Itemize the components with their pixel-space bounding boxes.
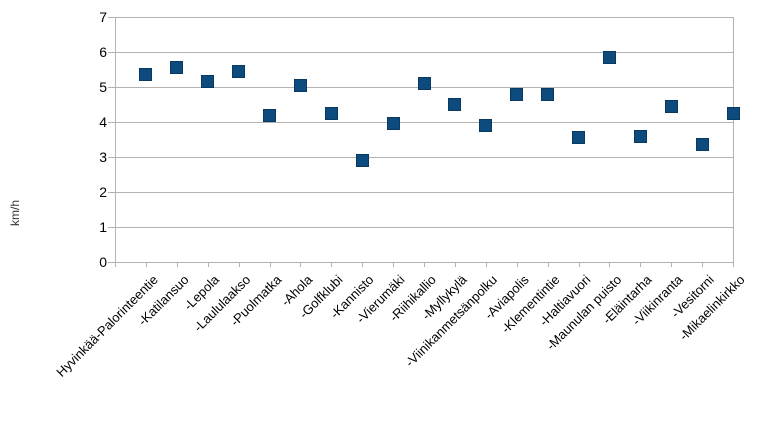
data-point[interactable]	[664, 99, 678, 113]
plot-right-border	[733, 17, 734, 262]
x-axis-tick	[176, 262, 178, 267]
data-point[interactable]	[170, 61, 184, 75]
x-axis-tick	[640, 262, 642, 267]
y-axis-title: km/h	[8, 199, 22, 227]
data-point[interactable]	[263, 108, 276, 122]
x-axis-tick	[115, 262, 116, 267]
data-point[interactable]	[572, 131, 585, 145]
data-point[interactable]	[633, 129, 647, 143]
x-axis-tick	[578, 262, 580, 267]
x-axis-tick	[671, 262, 673, 267]
y-tick-label: 2	[99, 184, 107, 200]
data-point[interactable]	[139, 68, 153, 82]
gridline	[115, 156, 733, 158]
data-point[interactable]	[602, 50, 616, 64]
gridline	[115, 191, 733, 193]
y-tick-label: 7	[99, 9, 107, 25]
y-axis-tick	[108, 121, 115, 123]
data-point[interactable]	[695, 138, 709, 152]
x-axis-tick	[238, 262, 240, 267]
y-axis-tick	[108, 156, 115, 158]
x-axis-tick	[485, 262, 487, 267]
y-tick-label: 5	[99, 79, 107, 95]
x-axis-tick	[269, 262, 271, 267]
y-tick-label: 6	[99, 44, 107, 60]
y-axis-tick	[108, 86, 115, 88]
data-point[interactable]	[293, 78, 307, 92]
x-axis-tick	[454, 262, 456, 267]
x-axis-tick	[702, 262, 704, 267]
data-point[interactable]	[386, 117, 400, 131]
x-axis-tick	[331, 262, 333, 267]
x-axis-tick	[207, 262, 209, 267]
x-axis-tick	[145, 262, 147, 267]
data-point[interactable]	[479, 119, 493, 132]
gridline	[115, 16, 733, 18]
y-axis-tick	[108, 191, 115, 193]
data-point[interactable]	[448, 98, 462, 111]
y-axis-tick	[108, 16, 115, 18]
x-axis-tick	[424, 262, 425, 267]
y-axis-tick	[108, 51, 115, 53]
data-point[interactable]	[417, 77, 431, 90]
x-axis-tick	[362, 262, 364, 267]
data-point[interactable]	[201, 75, 215, 89]
y-tick-label: 4	[99, 114, 107, 130]
y-tick-label: 1	[99, 219, 107, 235]
gridline	[115, 51, 733, 53]
y-axis-line	[115, 17, 116, 262]
x-axis-tick	[547, 262, 549, 267]
y-tick-label: 0	[99, 254, 107, 270]
x-axis-tick	[393, 262, 395, 267]
y-tick-label: 3	[99, 149, 107, 165]
data-point[interactable]	[726, 106, 740, 120]
data-point[interactable]	[324, 106, 338, 120]
data-point[interactable]	[355, 154, 369, 167]
x-axis-tick	[516, 262, 518, 267]
data-point[interactable]	[541, 87, 555, 101]
x-axis-tick	[300, 262, 302, 267]
x-axis-tick	[609, 262, 611, 267]
data-point[interactable]	[232, 64, 246, 78]
y-axis-tick	[108, 226, 115, 228]
x-axis-tick	[733, 262, 734, 267]
gridline	[115, 121, 733, 123]
y-axis-tick	[108, 261, 115, 263]
data-point[interactable]	[510, 87, 524, 101]
gridline	[115, 226, 733, 228]
